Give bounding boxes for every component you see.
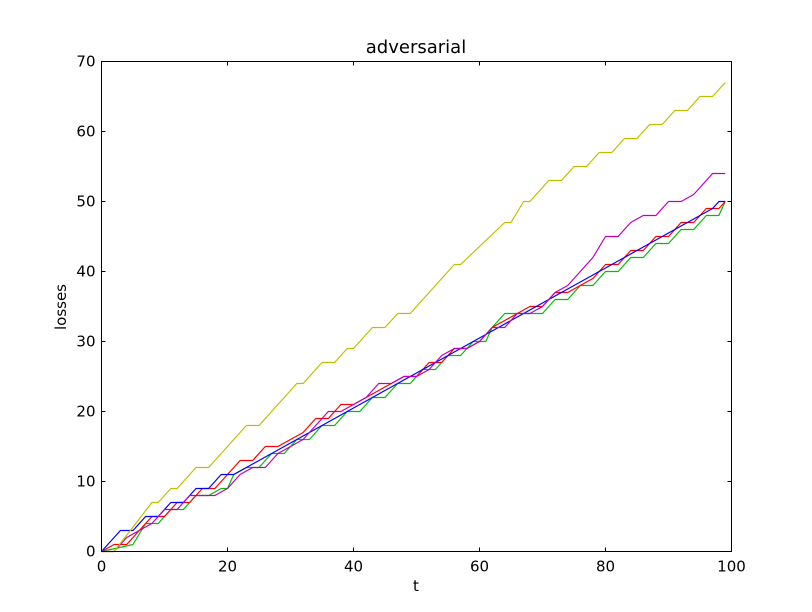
series-line-4 [101,172,726,553]
x-tick-label: 80 [596,558,615,576]
series-line-3 [101,200,726,552]
y-tick-label: 20 [76,403,95,421]
x-tick-label: 20 [218,558,237,576]
chart-title: adversarial [366,37,466,58]
y-tick-label: 30 [76,333,95,351]
series-line-5 [101,82,726,553]
y-tick-label: 60 [76,123,95,141]
x-tick-label: 40 [344,558,363,576]
series-layer [101,82,726,553]
y-tick-label: 70 [76,53,95,71]
y-tick-label: 10 [76,473,95,491]
x-tick-label: 60 [470,558,489,576]
x-axis-label: t [413,577,419,595]
ticks-layer: 0 20 40 60 80 100 0 10 20 30 40 50 60 70 [76,53,745,576]
y-tick-label: 0 [86,543,96,561]
x-tick-label: 100 [717,558,746,576]
y-tick-label: 50 [76,193,95,211]
plot-frame [101,61,732,552]
y-axis-label: losses [52,284,70,330]
x-tick-label: 0 [97,558,107,576]
y-tick-label: 40 [76,263,95,281]
